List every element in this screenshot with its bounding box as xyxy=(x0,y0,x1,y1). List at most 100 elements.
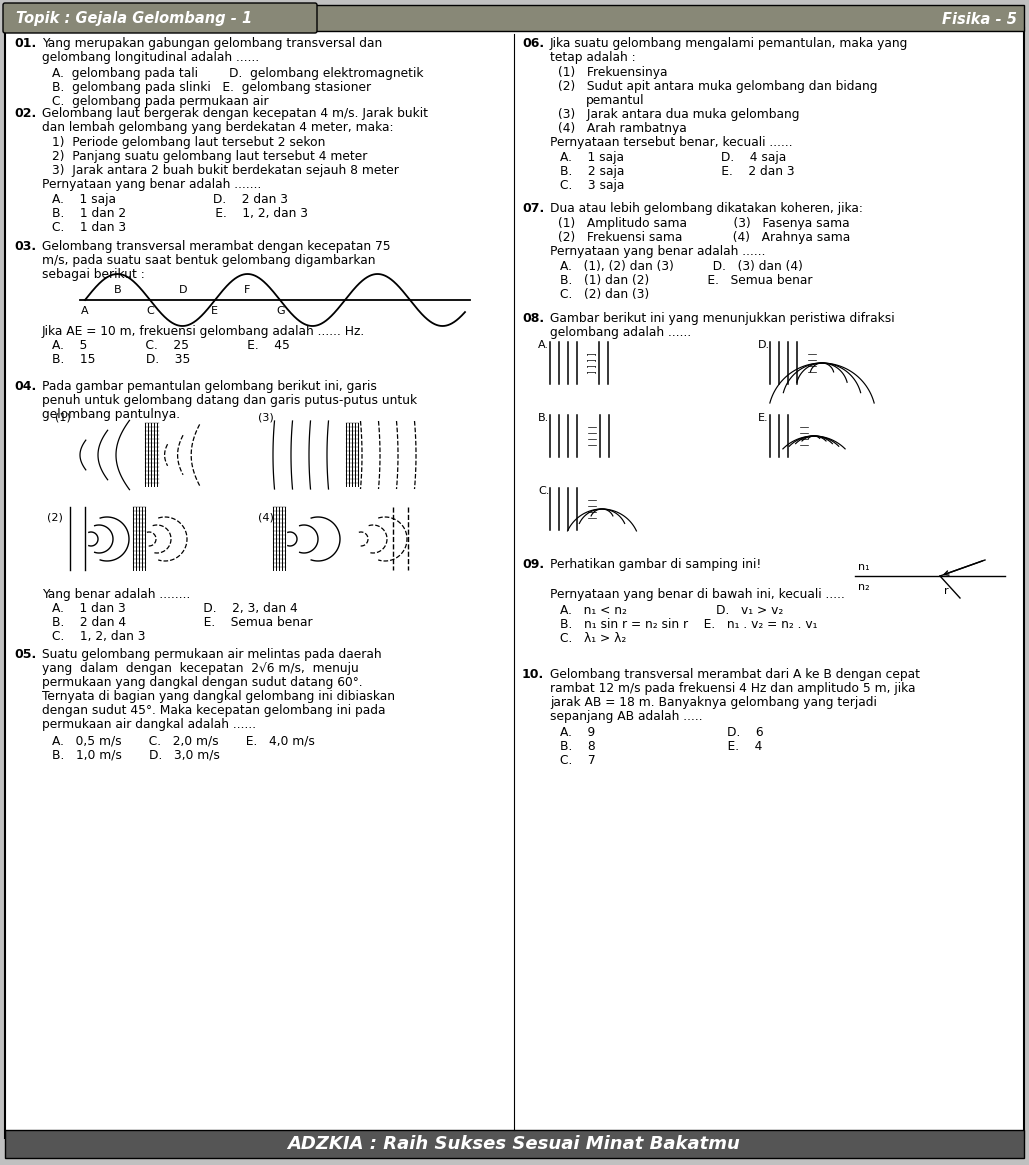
Text: A.    1 saja                         D.    2 dan 3: A. 1 saja D. 2 dan 3 xyxy=(52,193,288,206)
Text: B.   (1) dan (2)               E.   Semua benar: B. (1) dan (2) E. Semua benar xyxy=(560,274,813,287)
Text: tetap adalah :: tetap adalah : xyxy=(549,51,636,64)
Text: A.  gelombang pada tali        D.  gelombang elektromagnetik: A. gelombang pada tali D. gelombang elek… xyxy=(52,68,424,80)
Text: gelombang adalah ......: gelombang adalah ...... xyxy=(549,326,691,339)
Text: G: G xyxy=(276,306,285,316)
Text: Suatu gelombang permukaan air melintas pada daerah: Suatu gelombang permukaan air melintas p… xyxy=(42,648,382,661)
Text: C.    1 dan 3: C. 1 dan 3 xyxy=(52,221,127,234)
Text: A.    1 saja                         D.    4 saja: A. 1 saja D. 4 saja xyxy=(560,151,786,164)
Text: A.   (1), (2) dan (3)          D.   (3) dan (4): A. (1), (2) dan (3) D. (3) dan (4) xyxy=(560,260,803,273)
Text: Pernyataan yang benar adalah ......: Pernyataan yang benar adalah ...... xyxy=(549,245,766,257)
FancyBboxPatch shape xyxy=(3,3,317,33)
Text: (4): (4) xyxy=(258,511,274,522)
Text: Dua atau lebih gelombang dikatakan koheren, jika:: Dua atau lebih gelombang dikatakan koher… xyxy=(549,202,863,216)
Text: gelombang pantulnya.: gelombang pantulnya. xyxy=(42,408,180,421)
Text: Topik : Gejala Gelombang - 1: Topik : Gejala Gelombang - 1 xyxy=(16,12,252,27)
Text: B.  gelombang pada slinki   E.  gelombang stasioner: B. gelombang pada slinki E. gelombang st… xyxy=(52,82,371,94)
Text: 06.: 06. xyxy=(522,37,544,50)
Text: Pernyataan yang benar adalah .......: Pernyataan yang benar adalah ....... xyxy=(42,178,261,191)
Text: pemantul: pemantul xyxy=(586,94,644,107)
Text: A.   0,5 m/s       C.   2,0 m/s       E.   4,0 m/s: A. 0,5 m/s C. 2,0 m/s E. 4,0 m/s xyxy=(52,734,315,747)
Text: (4)   Arah rambatnya: (4) Arah rambatnya xyxy=(558,122,686,135)
Text: (3): (3) xyxy=(258,414,274,423)
Text: 08.: 08. xyxy=(522,312,544,325)
Bar xyxy=(5,5,1024,31)
Text: F: F xyxy=(244,285,250,295)
Text: C: C xyxy=(146,306,153,316)
Text: (2)   Frekuensi sama             (4)   Arahnya sama: (2) Frekuensi sama (4) Arahnya sama xyxy=(558,231,850,243)
Text: Jika suatu gelombang mengalami pemantulan, maka yang: Jika suatu gelombang mengalami pemantula… xyxy=(549,37,909,50)
Text: D: D xyxy=(178,285,187,295)
Text: 02.: 02. xyxy=(14,107,36,120)
Text: ADZKIA : Raih Sukses Sesuai Minat Bakatmu: ADZKIA : Raih Sukses Sesuai Minat Bakatm… xyxy=(287,1135,741,1153)
Text: Yang merupakan gabungan gelombang transversal dan: Yang merupakan gabungan gelombang transv… xyxy=(42,37,382,50)
Text: Pernyataan yang benar di bawah ini, kecuali .....: Pernyataan yang benar di bawah ini, kecu… xyxy=(549,588,845,601)
Text: n₂: n₂ xyxy=(858,582,870,592)
Text: 10.: 10. xyxy=(522,668,544,682)
Text: 2)  Panjang suatu gelombang laut tersebut 4 meter: 2) Panjang suatu gelombang laut tersebut… xyxy=(52,150,367,163)
Text: dengan sudut 45°. Maka kecepatan gelombang ini pada: dengan sudut 45°. Maka kecepatan gelomba… xyxy=(42,704,386,716)
Text: D.: D. xyxy=(758,340,770,350)
Text: B.    1 dan 2                       E.    1, 2, dan 3: B. 1 dan 2 E. 1, 2, dan 3 xyxy=(52,207,308,220)
Text: n₁: n₁ xyxy=(858,562,870,572)
Text: 1)  Periode gelombang laut tersebut 2 sekon: 1) Periode gelombang laut tersebut 2 sek… xyxy=(52,136,325,149)
Text: Gelombang laut bergerak dengan kecepatan 4 m/s. Jarak bukit: Gelombang laut bergerak dengan kecepatan… xyxy=(42,107,428,120)
Text: C.  gelombang pada permukaan air: C. gelombang pada permukaan air xyxy=(52,96,269,108)
Text: B.: B. xyxy=(538,414,549,423)
Text: E: E xyxy=(211,306,218,316)
Text: C.    1, 2, dan 3: C. 1, 2, dan 3 xyxy=(52,630,145,643)
Text: (3)   Jarak antara dua muka gelombang: (3) Jarak antara dua muka gelombang xyxy=(558,108,800,121)
Text: sepanjang AB adalah .....: sepanjang AB adalah ..... xyxy=(549,709,703,723)
Text: B.    15             D.    35: B. 15 D. 35 xyxy=(52,353,190,366)
Text: (1)   Amplitudo sama            (3)   Fasenya sama: (1) Amplitudo sama (3) Fasenya sama xyxy=(558,217,850,230)
Text: 07.: 07. xyxy=(522,202,544,216)
Text: A: A xyxy=(81,306,88,316)
Text: r: r xyxy=(944,586,949,596)
Text: Pernyataan tersebut benar, kecuali ......: Pernyataan tersebut benar, kecuali .....… xyxy=(549,136,792,149)
Text: B.   n₁ sin r = n₂ sin r    E.   n₁ . v₂ = n₂ . v₁: B. n₁ sin r = n₂ sin r E. n₁ . v₂ = n₂ .… xyxy=(560,617,817,631)
Text: gelombang longitudinal adalah ......: gelombang longitudinal adalah ...... xyxy=(42,51,259,64)
Text: Jika AE = 10 m, frekuensi gelombang adalah ...... Hz.: Jika AE = 10 m, frekuensi gelombang adal… xyxy=(42,325,365,338)
Text: C.   (2) dan (3): C. (2) dan (3) xyxy=(560,288,649,301)
Text: m/s, pada suatu saat bentuk gelombang digambarkan: m/s, pada suatu saat bentuk gelombang di… xyxy=(42,254,376,267)
Text: Perhatikan gambar di samping ini!: Perhatikan gambar di samping ini! xyxy=(549,558,761,571)
Text: E.: E. xyxy=(758,414,769,423)
Text: Gambar berikut ini yang menunjukkan peristiwa difraksi: Gambar berikut ini yang menunjukkan peri… xyxy=(549,312,894,325)
Text: B.    8                                  E.    4: B. 8 E. 4 xyxy=(560,740,762,753)
Text: permukaan air dangkal adalah ......: permukaan air dangkal adalah ...... xyxy=(42,718,256,730)
Text: sebagai berikut :: sebagai berikut : xyxy=(42,268,145,281)
Text: B.   1,0 m/s       D.   3,0 m/s: B. 1,0 m/s D. 3,0 m/s xyxy=(52,748,220,761)
Text: (2)   Sudut apit antara muka gelombang dan bidang: (2) Sudut apit antara muka gelombang dan… xyxy=(558,80,878,93)
Text: dan lembah gelombang yang berdekatan 4 meter, maka:: dan lembah gelombang yang berdekatan 4 m… xyxy=(42,121,393,134)
Text: Gelombang transversal merambat dengan kecepatan 75: Gelombang transversal merambat dengan ke… xyxy=(42,240,391,253)
Text: (1): (1) xyxy=(55,414,71,423)
Text: A.    9                                  D.    6: A. 9 D. 6 xyxy=(560,726,764,739)
Text: Fisika - 5: Fisika - 5 xyxy=(943,12,1017,27)
Text: A.    5               C.    25               E.    45: A. 5 C. 25 E. 45 xyxy=(52,339,290,352)
Text: C.   λ₁ > λ₂: C. λ₁ > λ₂ xyxy=(560,631,627,645)
Text: Ternyata di bagian yang dangkal gelombang ini dibiaskan: Ternyata di bagian yang dangkal gelomban… xyxy=(42,690,395,702)
Text: 3)  Jarak antara 2 buah bukit berdekatan sejauh 8 meter: 3) Jarak antara 2 buah bukit berdekatan … xyxy=(52,164,399,177)
Text: (2): (2) xyxy=(47,511,63,522)
Text: A.: A. xyxy=(538,340,549,350)
Text: permukaan yang dangkal dengan sudut datang 60°.: permukaan yang dangkal dengan sudut data… xyxy=(42,676,362,689)
Text: 03.: 03. xyxy=(14,240,36,253)
Text: A.   n₁ < n₂                       D.   v₁ > v₂: A. n₁ < n₂ D. v₁ > v₂ xyxy=(560,603,783,617)
Text: (1)   Frekuensinya: (1) Frekuensinya xyxy=(558,66,668,79)
Text: 01.: 01. xyxy=(14,37,36,50)
Text: A.    1 dan 3                    D.    2, 3, dan 4: A. 1 dan 3 D. 2, 3, dan 4 xyxy=(52,602,297,615)
Text: Yang benar adalah ........: Yang benar adalah ........ xyxy=(42,588,190,601)
Text: Pada gambar pemantulan gelombang berikut ini, garis: Pada gambar pemantulan gelombang berikut… xyxy=(42,380,377,393)
Text: B.    2 dan 4                    E.    Semua benar: B. 2 dan 4 E. Semua benar xyxy=(52,616,313,629)
Text: C.: C. xyxy=(538,486,549,496)
Text: 04.: 04. xyxy=(14,380,36,393)
Bar xyxy=(5,1130,1024,1158)
Text: penuh untuk gelombang datang dan garis putus-putus untuk: penuh untuk gelombang datang dan garis p… xyxy=(42,394,417,407)
Text: Gelombang transversal merambat dari A ke B dengan cepat: Gelombang transversal merambat dari A ke… xyxy=(549,668,920,682)
Text: jarak AB = 18 m. Banyaknya gelombang yang terjadi: jarak AB = 18 m. Banyaknya gelombang yan… xyxy=(549,696,877,709)
Text: 05.: 05. xyxy=(14,648,36,661)
Text: rambat 12 m/s pada frekuensi 4 Hz dan amplitudo 5 m, jika: rambat 12 m/s pada frekuensi 4 Hz dan am… xyxy=(549,682,916,696)
Text: yang  dalam  dengan  kecepatan  2√6 m/s,  menuju: yang dalam dengan kecepatan 2√6 m/s, men… xyxy=(42,662,359,675)
Text: 09.: 09. xyxy=(522,558,544,571)
Text: C.    7: C. 7 xyxy=(560,754,596,767)
Text: C.    3 saja: C. 3 saja xyxy=(560,179,625,192)
